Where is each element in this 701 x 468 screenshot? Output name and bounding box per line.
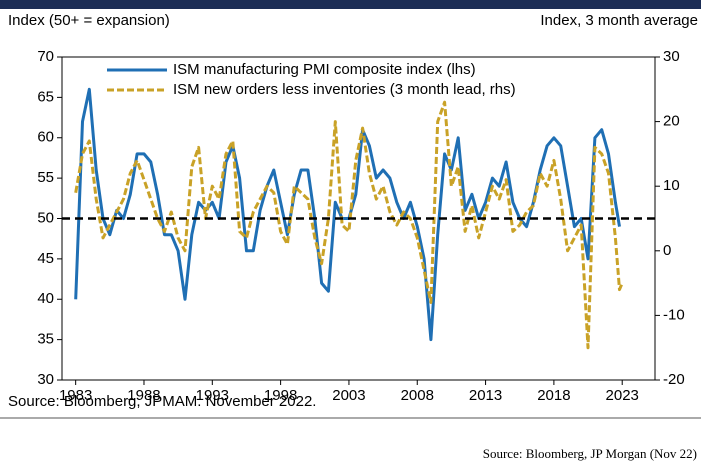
left-axis-label: Index (50+ = expansion) — [8, 12, 170, 29]
x-tick-label: 2013 — [469, 387, 502, 404]
series-line — [74, 100, 624, 350]
y-tick-label: 65 — [37, 88, 54, 105]
x-tick-label: 1998 — [264, 387, 297, 404]
y-tick-label: 55 — [37, 169, 54, 186]
y-tick-label: 70 — [37, 48, 54, 65]
source: Source: Bloomberg, JPMAM. November 2022. — [8, 393, 316, 410]
right-axis-label: Index, 3 month average — [540, 12, 698, 29]
y2-tick-label: 20 — [663, 113, 680, 130]
y-tick-label: 50 — [37, 209, 54, 226]
y-tick-label: 40 — [37, 290, 54, 307]
y2-tick-label: 30 — [663, 48, 680, 65]
legend-label: ISM new orders less inventories (3 month… — [173, 81, 516, 98]
y2-tick-label: -20 — [663, 371, 685, 388]
y-tick-label: 35 — [37, 331, 54, 348]
banner — [0, 0, 701, 9]
x-tick-label: 1993 — [196, 387, 229, 404]
y-tick-label: 30 — [37, 371, 54, 388]
y-tick-label: 45 — [37, 250, 54, 267]
footer-source: Source: Bloomberg, JP Morgan (Nov 22) — [483, 446, 697, 461]
x-tick-label: 2003 — [332, 387, 365, 404]
y2-tick-label: 0 — [663, 242, 671, 259]
x-tick-label: 1983 — [59, 387, 92, 404]
x-tick-label: 2023 — [606, 387, 639, 404]
legend-label: ISM manufacturing PMI composite index (l… — [173, 61, 476, 78]
x-tick-label: 2018 — [537, 387, 570, 404]
x-tick-label: 1988 — [127, 387, 160, 404]
x-tick-label: 2008 — [401, 387, 434, 404]
plot-area — [61, 56, 656, 381]
y-tick-label: 60 — [37, 129, 54, 146]
y2-tick-label: -10 — [663, 306, 685, 323]
y2-tick-label: 10 — [663, 177, 680, 194]
